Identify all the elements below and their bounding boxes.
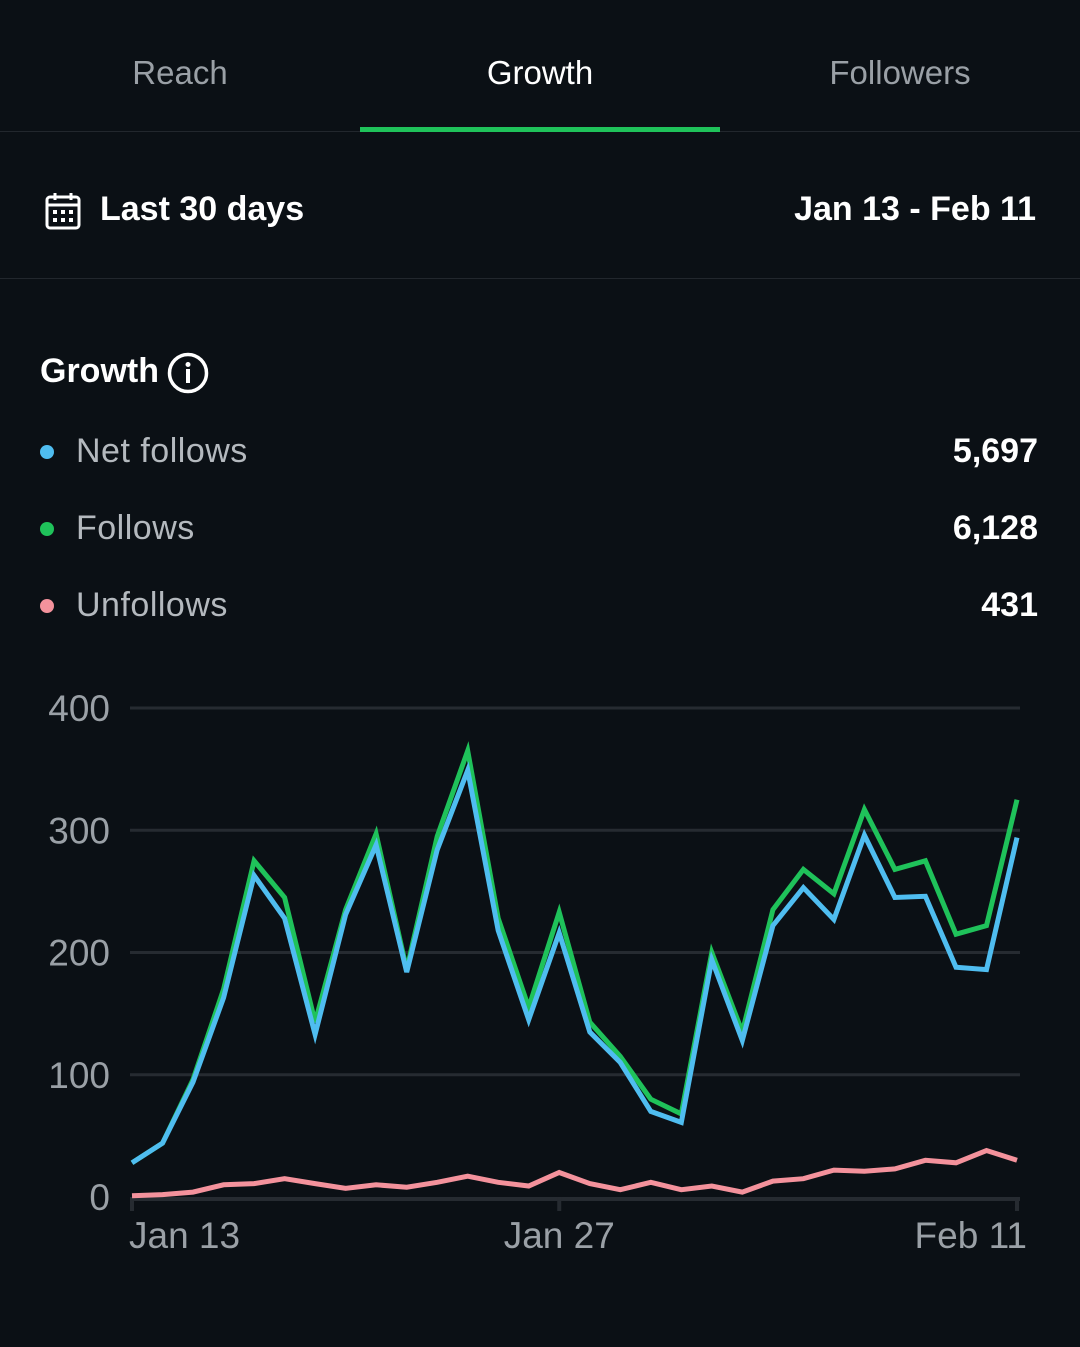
legend-value: 5,697	[952, 432, 1038, 470]
section-title: Growth	[40, 352, 159, 390]
series-line-follows	[130, 741, 1020, 1165]
y-tick-label: 300	[48, 810, 110, 851]
series-line-net-follows	[130, 761, 1020, 1165]
legend-value: 431	[981, 586, 1038, 624]
series-line-unfollows	[131, 1147, 1018, 1199]
legend-follows: Follows 6,128	[0, 503, 1080, 553]
y-tick-label: 200	[48, 933, 110, 974]
tab-bar: Reach Growth Followers	[0, 0, 1080, 132]
unfollows-dot	[40, 599, 54, 613]
y-tick-label: 100	[48, 1055, 110, 1096]
net-follows-dot	[40, 445, 54, 459]
date-range-selector[interactable]: Last 30 days Jan 13 - Feb 11	[0, 132, 1080, 279]
legend-name: Follows	[76, 509, 195, 547]
x-tick-label: Jan 13	[129, 1215, 240, 1256]
growth-line-chart: 0 100 200 300 400 Jan 13 Jan 27 Feb 11	[48, 688, 1027, 1256]
tab-reach[interactable]: Reach	[132, 54, 228, 91]
legend-unfollows: Unfollows 431	[0, 580, 1080, 630]
x-tick-label: Jan 27	[504, 1215, 615, 1256]
follows-dot	[40, 522, 54, 536]
x-tick-label: Feb 11	[915, 1215, 1027, 1256]
tab-growth[interactable]: Growth	[360, 0, 720, 132]
legend-name: Net follows	[76, 432, 248, 470]
y-tick-label: 400	[48, 688, 110, 729]
info-icon[interactable]	[167, 352, 209, 394]
legend-net-follows: Net follows 5,697	[0, 426, 1080, 476]
legend-value: 6,128	[952, 509, 1038, 547]
legend-name: Unfollows	[76, 586, 228, 624]
date-range-label: Last 30 days	[100, 190, 305, 228]
tab-followers[interactable]: Followers	[829, 54, 971, 91]
calendar-icon	[45, 193, 81, 230]
date-range-dates: Jan 13 - Feb 11	[794, 190, 1036, 228]
y-tick-label: 0	[89, 1177, 110, 1218]
